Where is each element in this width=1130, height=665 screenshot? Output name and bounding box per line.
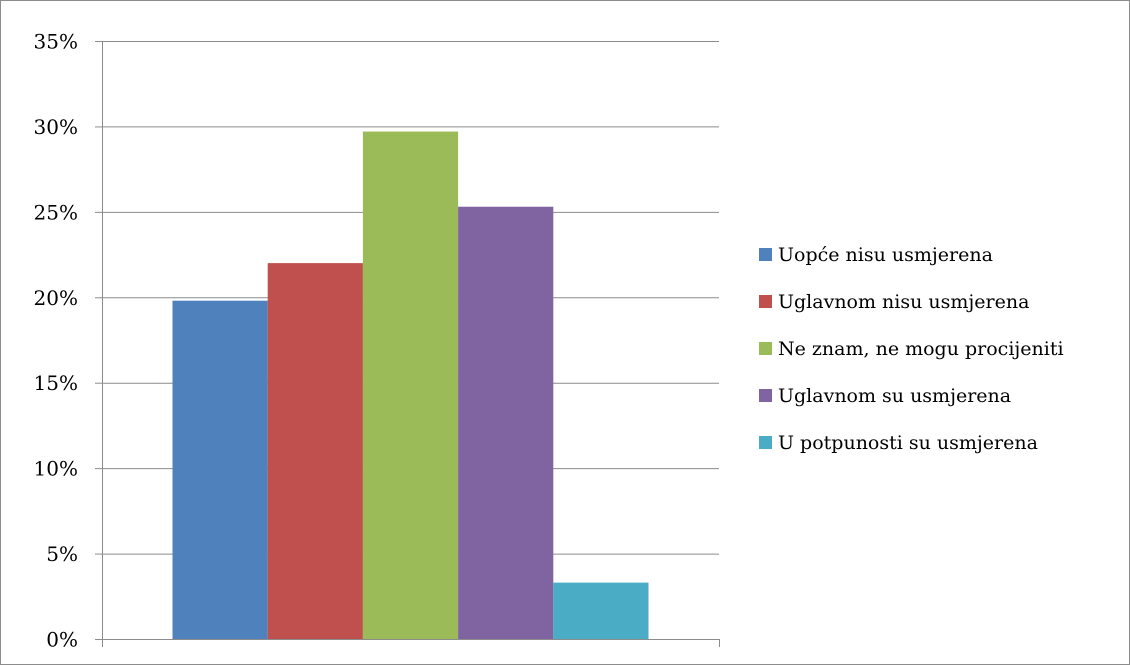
legend-swatch (759, 436, 772, 449)
y-tick-label: 10% (34, 457, 78, 481)
legend-label: Uopće nisu usmjerena (778, 243, 993, 266)
y-tick-label: 0% (46, 628, 78, 652)
bars (172, 131, 649, 639)
y-tick-label: 5% (46, 542, 78, 566)
legend-swatch (759, 342, 772, 355)
legend-item: U potpunosti su usmjerena (759, 419, 1064, 466)
y-tick-label: 25% (34, 200, 78, 224)
y-tick-label: 20% (34, 286, 78, 310)
axes (95, 41, 720, 647)
y-tick-labels: 0% 5% 10% 15% 20% 25% 30% 35% (34, 30, 78, 652)
bar (172, 300, 268, 639)
legend: Uopće nisu usmjerena Uglavnom nisu usmjer… (759, 231, 1064, 466)
legend-item: Uopće nisu usmjerena (759, 231, 1064, 278)
legend-label: Uglavnom su usmjerena (778, 384, 1012, 407)
y-tick-label: 35% (34, 30, 78, 54)
bar (458, 206, 554, 639)
bar (267, 263, 363, 639)
legend-swatch (759, 248, 772, 261)
legend-swatch (759, 389, 772, 402)
y-tick-label: 15% (34, 371, 78, 395)
legend-swatch (759, 295, 772, 308)
legend-label: U potpunosti su usmjerena (778, 431, 1038, 454)
legend-label: Ne znam, ne mogu procijeniti (778, 337, 1064, 360)
bar (553, 582, 649, 639)
legend-item: Uglavnom su usmjerena (759, 372, 1064, 419)
legend-item: Uglavnom nisu usmjerena (759, 278, 1064, 325)
legend-label: Uglavnom nisu usmjerena (778, 290, 1030, 313)
y-tick-label: 30% (34, 115, 78, 139)
legend-item: Ne znam, ne mogu procijeniti (759, 325, 1064, 372)
bar (362, 131, 459, 639)
